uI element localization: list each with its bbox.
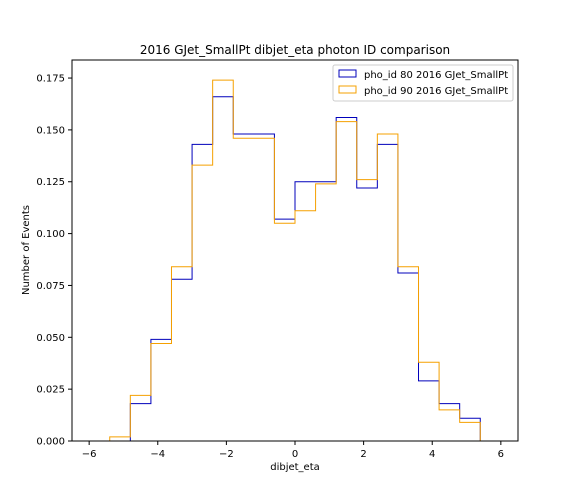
x-axis-label: dibjet_eta [270, 462, 320, 473]
series-layer [109, 79, 481, 442]
x-tick-label: −6 [82, 449, 97, 460]
x-tick-label: 2 [360, 449, 366, 460]
y-tick-label: 0.100 [36, 229, 65, 240]
x-tick-label: 4 [429, 449, 435, 460]
legend-label-pho-id-80: pho_id 80 2016 GJet_SmallPt [364, 70, 508, 81]
legend-label-pho-id-90: pho_id 90 2016 GJet_SmallPt [364, 86, 508, 97]
x-tick-label: 0 [292, 449, 298, 460]
y-tick-label: 0.075 [36, 281, 65, 292]
x-tick-label: −2 [219, 449, 234, 460]
plot-frame [71, 59, 519, 442]
axes-layer: −6 −4 −2 0 2 4 6 0.000 0.025 0.050 0.075 0.100 0.125… [36, 74, 504, 460]
legend-box [332, 64, 514, 102]
y-tick-label: 0.000 [36, 437, 65, 448]
y-tick-label: 0.050 [36, 333, 65, 344]
legend: pho_id 80 2016 GJet_SmallPt pho_id 90 20… [332, 64, 514, 102]
series-step-1 [109, 79, 481, 441]
x-tick-label: −4 [150, 449, 165, 460]
y-tick-label: 0.175 [36, 74, 65, 85]
chart-title: 2016 GJet_SmallPt dibjet_eta photon ID c… [140, 43, 450, 57]
y-tick-label: 0.125 [36, 177, 65, 188]
y-tick-label: 0.150 [36, 125, 65, 136]
legend-swatch-pho-id-80 [338, 69, 357, 78]
y-axis-label: Number of Events [21, 205, 32, 295]
y-tick-label: 0.025 [36, 385, 65, 396]
legend-swatch-pho-id-90 [338, 85, 357, 94]
x-tick-label: 6 [498, 449, 504, 460]
